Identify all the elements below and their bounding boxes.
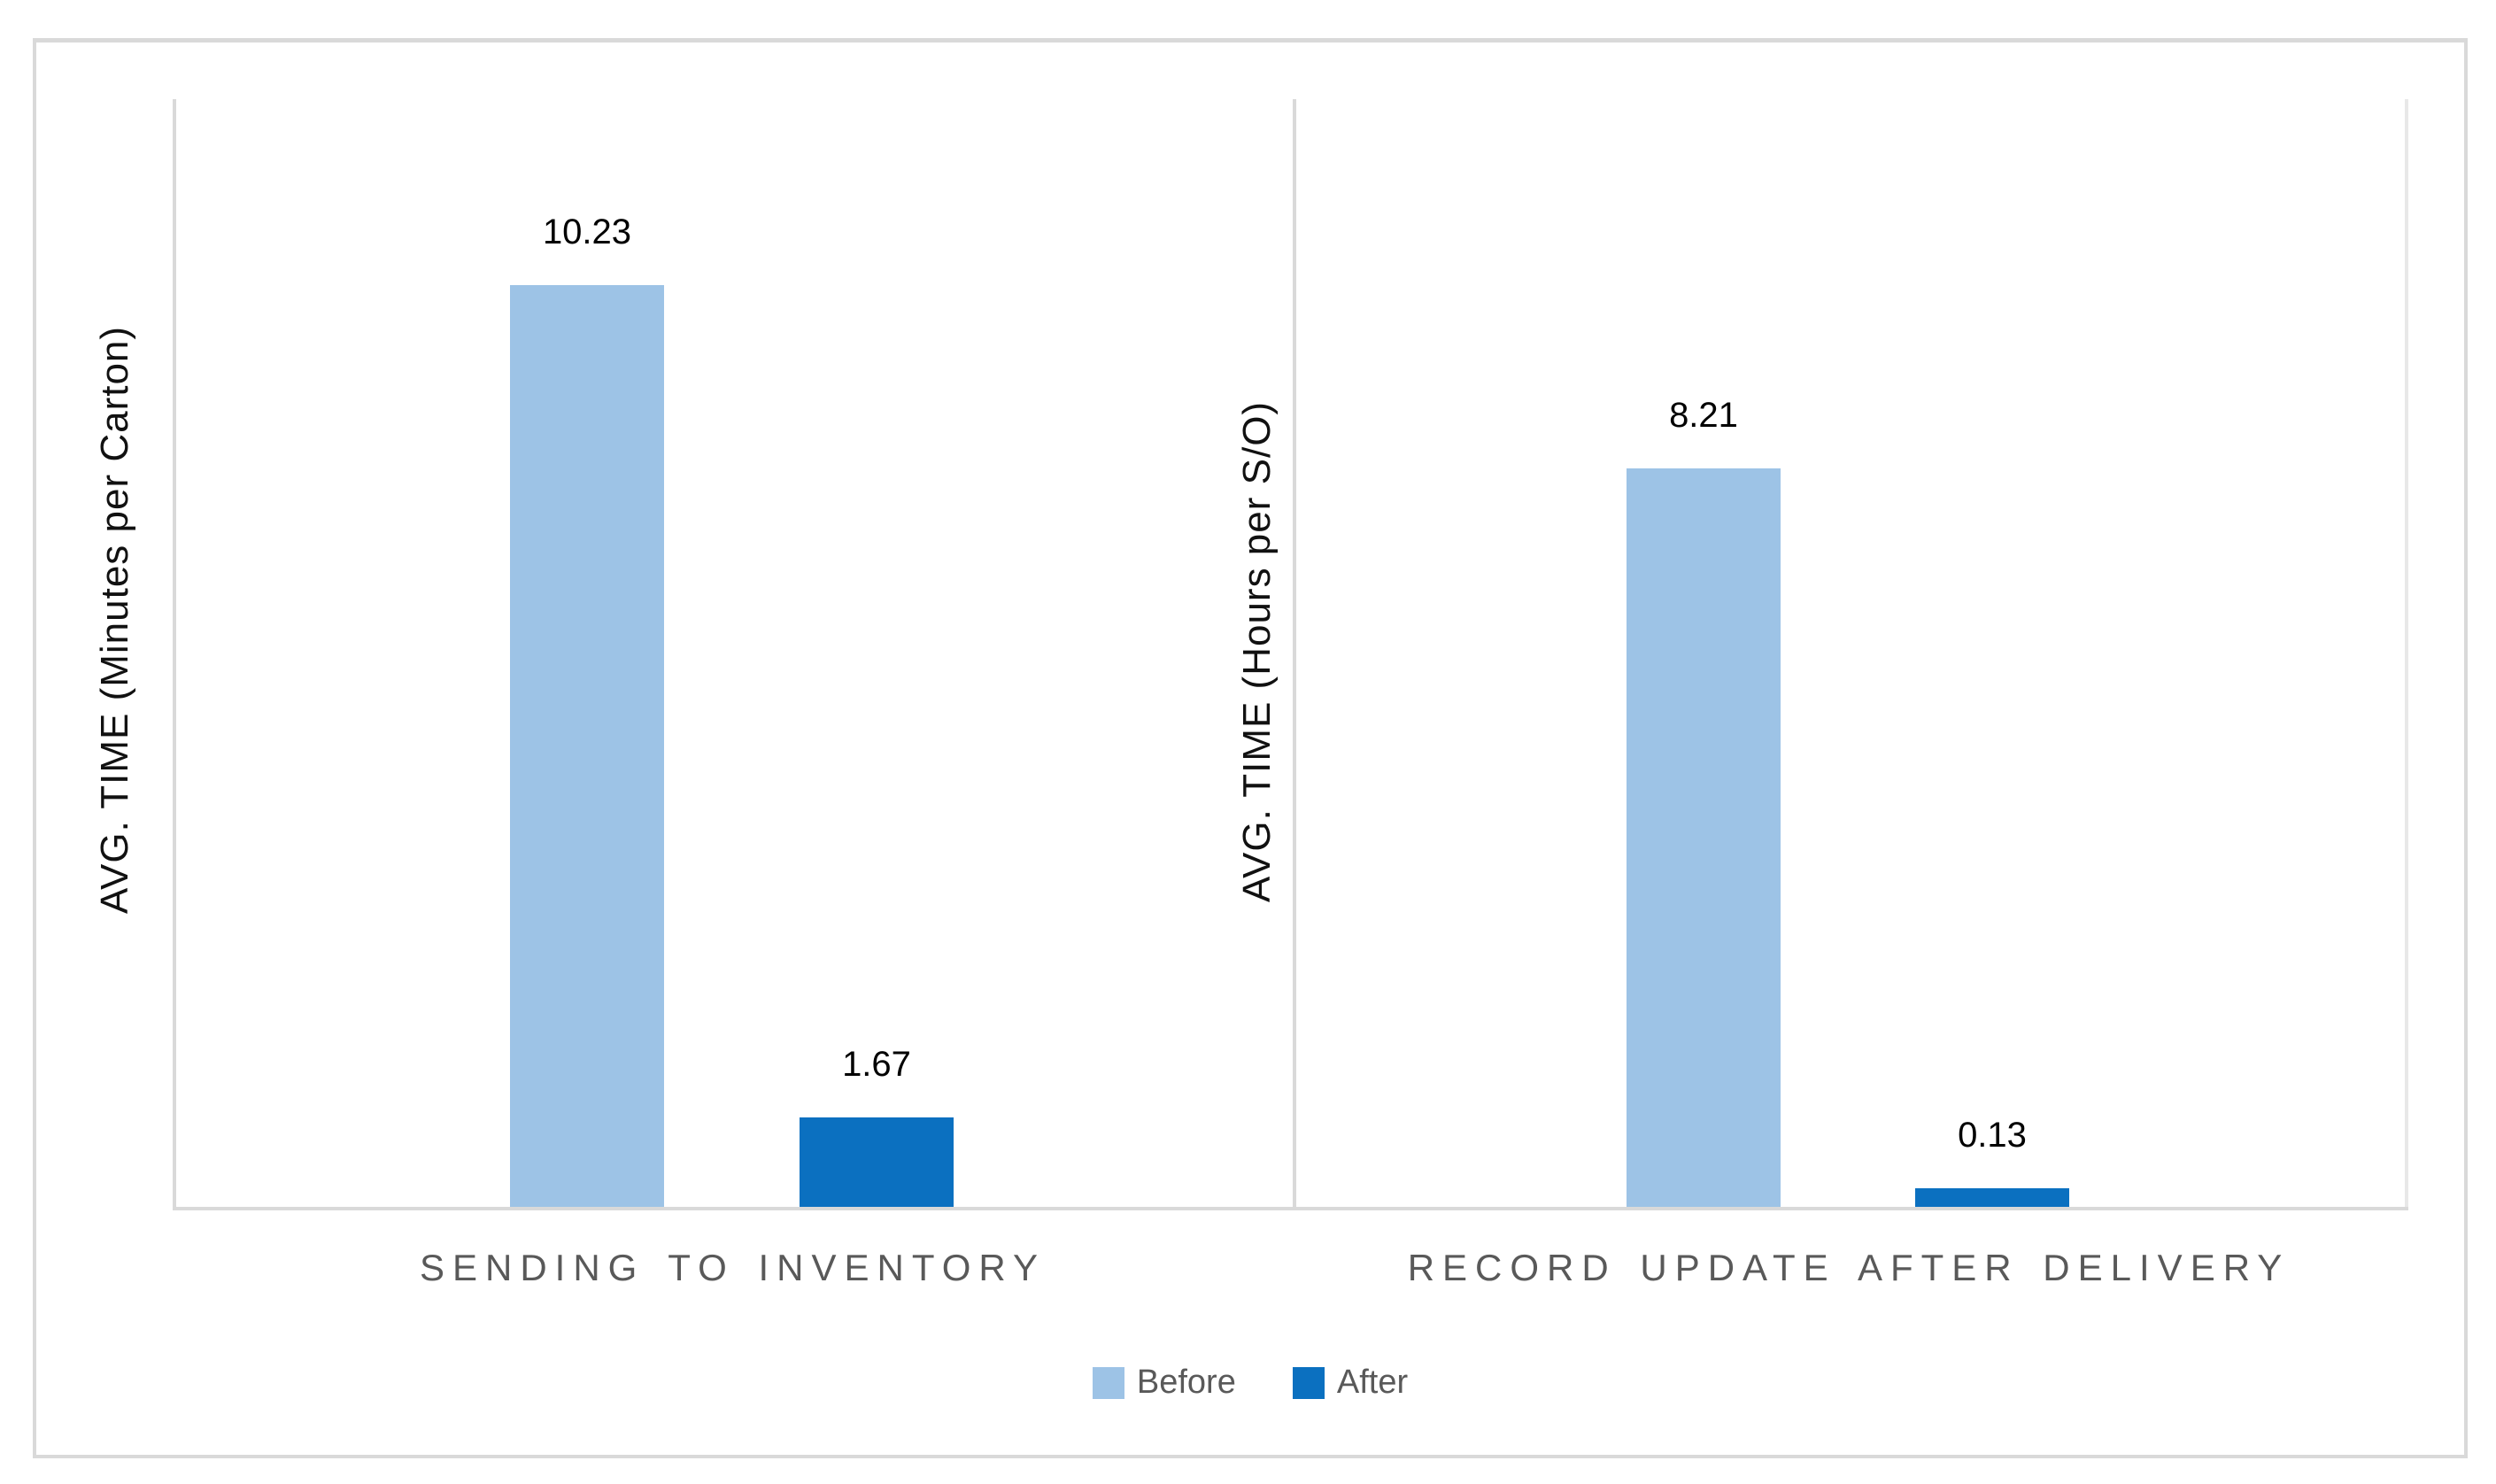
legend-item-before: Before: [1092, 1364, 1236, 1402]
category-label-record-update-after-delivery: RECORD UPDATE AFTER DELIVERY: [1407, 1247, 2291, 1288]
value-label-after-panel-2: 0.13: [1958, 1116, 2027, 1155]
y-axis-title-hours-per-so: AVG. TIME (Hours per S/O): [1235, 400, 1279, 903]
y-axis-title-minutes-per-carton: AVG. TIME (Minutes per Carton): [93, 325, 136, 915]
panel-divider-axis-line: [1293, 99, 1296, 1210]
value-label-before-panel-1: 10.23: [542, 213, 632, 251]
legend-label-after: After: [1336, 1364, 1409, 1401]
y-axis-line-left-panel: [173, 99, 176, 1210]
bar-after-panel-1: [800, 1117, 954, 1207]
chart-border-frame: [33, 38, 2468, 1458]
plot-right-border-line: [2405, 99, 2408, 1210]
legend-label-before: Before: [1136, 1364, 1236, 1401]
legend-swatch-before: [1092, 1366, 1124, 1399]
value-label-after-panel-1: 1.67: [842, 1045, 911, 1084]
legend: Before After: [33, 1364, 2468, 1402]
x-axis-baseline: [173, 1207, 2408, 1210]
legend-swatch-after: [1292, 1366, 1325, 1399]
bar-before-panel-1: [510, 285, 664, 1207]
value-label-before-panel-2: 8.21: [1669, 396, 1738, 435]
category-label-sending-to-inventory: SENDING TO INVENTORY: [419, 1247, 1046, 1288]
bar-after-panel-2: [1915, 1188, 2069, 1207]
legend-item-after: After: [1292, 1364, 1409, 1402]
bar-before-panel-2: [1627, 468, 1781, 1207]
